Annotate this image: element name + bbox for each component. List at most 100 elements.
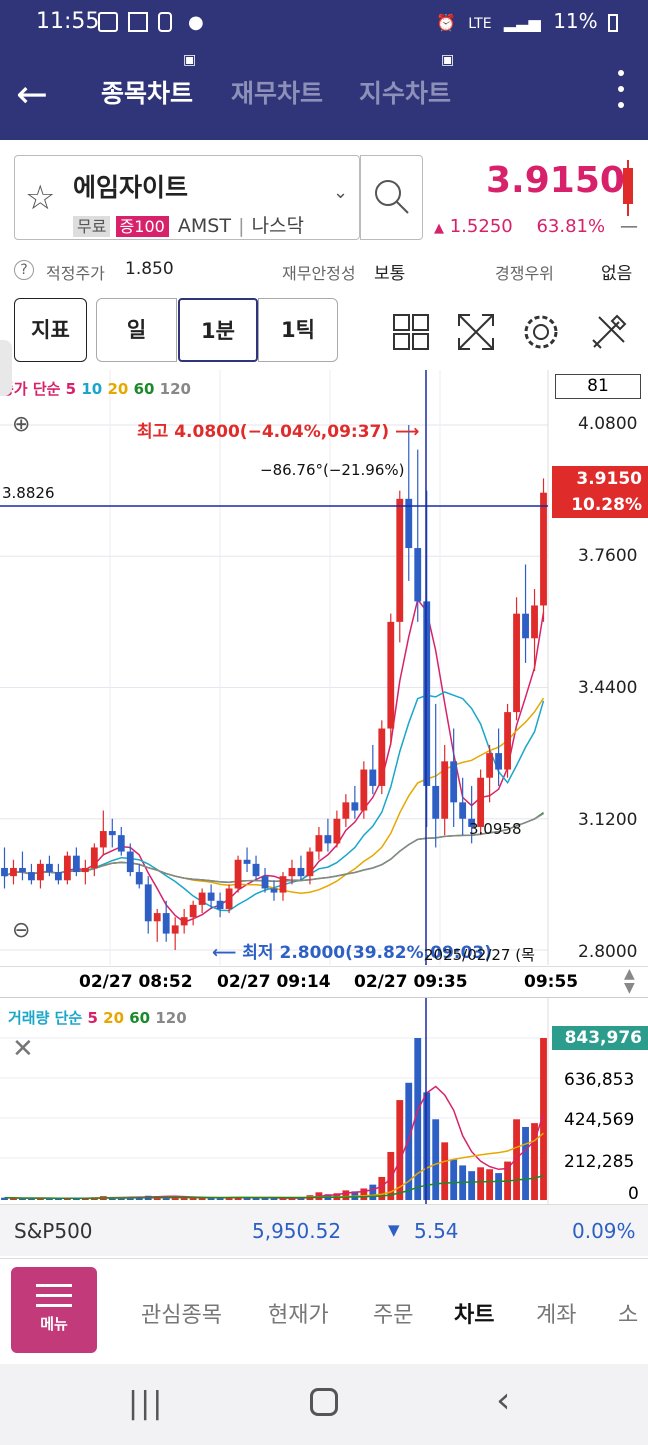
- candle-body: [270, 888, 278, 893]
- volume-bar: [477, 1167, 485, 1200]
- vol-5: 5: [87, 1009, 98, 1027]
- app-bar: ← 종목차트 재무차트 지수차트 ▣ ▣: [0, 44, 648, 140]
- nav-quote[interactable]: 현재가: [268, 1303, 329, 1328]
- volume-bar: [297, 1198, 305, 1200]
- volume-bar: [54, 1198, 62, 1200]
- candle-body: [342, 802, 350, 819]
- nav-account[interactable]: 계좌: [536, 1303, 577, 1328]
- volume-chart[interactable]: [0, 997, 648, 1204]
- candle-body: [10, 867, 17, 877]
- signal-icon: ▂▃▅: [503, 13, 541, 32]
- chevron-down-icon[interactable]: ⌄: [333, 182, 349, 203]
- current-price-marker: 3.9150 10.28%: [552, 466, 648, 518]
- low-note: ⟵ 최저 2.8000(39.82%,09:03): [212, 943, 493, 963]
- x-label-1: 02/27 08:52: [79, 972, 193, 992]
- up-arrow-icon: ▲: [434, 221, 444, 236]
- change-value: 1.5250: [449, 216, 513, 237]
- index-bar[interactable]: S&P500 5,950.52 ▼ 5.54 0.09%: [0, 1204, 648, 1256]
- candle-body: [243, 859, 251, 864]
- tab-financial-chart[interactable]: 재무차트: [231, 79, 324, 108]
- search-button[interactable]: [360, 155, 423, 240]
- tools-icon[interactable]: [589, 312, 629, 352]
- current-price: 3.9150: [486, 160, 625, 201]
- volume-bar: [495, 1173, 503, 1200]
- candle-body: [72, 855, 80, 873]
- resize-arrows-icon[interactable]: ▲ ▼: [624, 966, 635, 996]
- candle-body: [19, 867, 26, 873]
- candle-body: [198, 892, 206, 905]
- candle-body: [540, 492, 547, 606]
- side-drawer-handle[interactable]: [0, 340, 12, 396]
- volume-bar: [405, 1082, 413, 1200]
- volume-bar: [279, 1197, 287, 1200]
- menu-label: 메뉴: [40, 1315, 68, 1333]
- volume-bar: [468, 1171, 476, 1200]
- candle-body: [432, 785, 440, 819]
- candle-body: [234, 859, 242, 889]
- candle-body: [405, 498, 413, 549]
- volume-bar: [342, 1190, 350, 1200]
- menu-button[interactable]: 메뉴: [11, 1267, 97, 1353]
- index-name: S&P500: [14, 1219, 93, 1243]
- price-chart[interactable]: [0, 370, 648, 965]
- nav-watchlist[interactable]: 관심종목: [141, 1303, 222, 1328]
- volume-bar: [207, 1197, 215, 1200]
- more-menu-icon[interactable]: [614, 70, 628, 118]
- tab-index-chart[interactable]: 지수차트: [359, 79, 452, 108]
- indicator-button[interactable]: 지표: [14, 298, 87, 362]
- period-count-box[interactable]: 81: [555, 374, 641, 399]
- device-icon-2: ▣: [441, 52, 455, 68]
- zoom-out-icon[interactable]: ⊖: [12, 918, 31, 943]
- back-arrow-icon[interactable]: ←: [16, 72, 48, 116]
- close-icon[interactable]: ✕: [12, 1034, 34, 1064]
- home-button-icon[interactable]: [310, 1388, 338, 1416]
- tab-stock-chart[interactable]: 종목차트: [101, 79, 194, 108]
- nav-more[interactable]: 소: [618, 1303, 639, 1328]
- battery-icon: [608, 13, 618, 32]
- fullscreen-icon[interactable]: [456, 312, 496, 352]
- volume-bar: [243, 1197, 251, 1200]
- nav-chart[interactable]: 차트: [454, 1303, 495, 1328]
- back-button-icon[interactable]: ‹: [496, 1380, 511, 1421]
- ticker: AMST: [177, 215, 231, 237]
- candle-body: [108, 831, 116, 836]
- change-pct: 63.81%: [536, 216, 606, 237]
- compete-value: 없음: [601, 264, 633, 284]
- period-day-button[interactable]: 일: [96, 298, 177, 362]
- battery-text: 11%: [553, 9, 598, 33]
- period-minute-button[interactable]: 1분: [178, 298, 258, 362]
- period-tick-button[interactable]: 1틱: [258, 298, 338, 362]
- dot-icon: ●: [188, 12, 204, 33]
- recent-apps-icon[interactable]: |||: [128, 1386, 165, 1421]
- vol-120: 120: [155, 1009, 187, 1027]
- candle-body: [153, 913, 161, 922]
- candle-body: [531, 605, 538, 639]
- home-icon: [128, 12, 148, 32]
- candle-body: [45, 863, 53, 873]
- x-label-2: 02/27 09:14: [217, 972, 331, 992]
- nav-order[interactable]: 주문: [373, 1303, 414, 1328]
- candle-body: [180, 917, 188, 926]
- help-icon[interactable]: ?: [14, 260, 34, 280]
- candle-body: [324, 835, 332, 844]
- y-label-2: 3.7600: [578, 546, 638, 566]
- candle-body: [513, 613, 520, 713]
- status-right: ⏰ LTE ▂▃▅ 11%: [436, 9, 618, 33]
- favorite-star-icon[interactable]: ☆: [25, 178, 56, 218]
- volume-bar: [72, 1198, 80, 1200]
- zoom-in-icon[interactable]: ⊕: [12, 412, 31, 437]
- volume-bar: [450, 1159, 458, 1200]
- settings-gear-icon[interactable]: [521, 312, 561, 352]
- stock-selector[interactable]: ☆ 에임자이트 무료 증100 AMST | 나스닥 ⌄: [14, 155, 360, 240]
- system-nav-bar: ||| ‹: [0, 1364, 648, 1445]
- candle-body: [225, 888, 233, 909]
- candle-body: [288, 867, 296, 877]
- x-label-4: 09:55: [524, 972, 579, 992]
- volume-bar: [513, 1119, 520, 1200]
- layout-grid-icon[interactable]: [391, 312, 431, 352]
- volume-bar: [225, 1197, 233, 1200]
- change-info: ▲ 1.5250 63.81%: [434, 216, 605, 237]
- volume-bar: [486, 1169, 494, 1200]
- candle-body: [459, 802, 467, 819]
- vol-label-3: 424,569: [564, 1110, 635, 1130]
